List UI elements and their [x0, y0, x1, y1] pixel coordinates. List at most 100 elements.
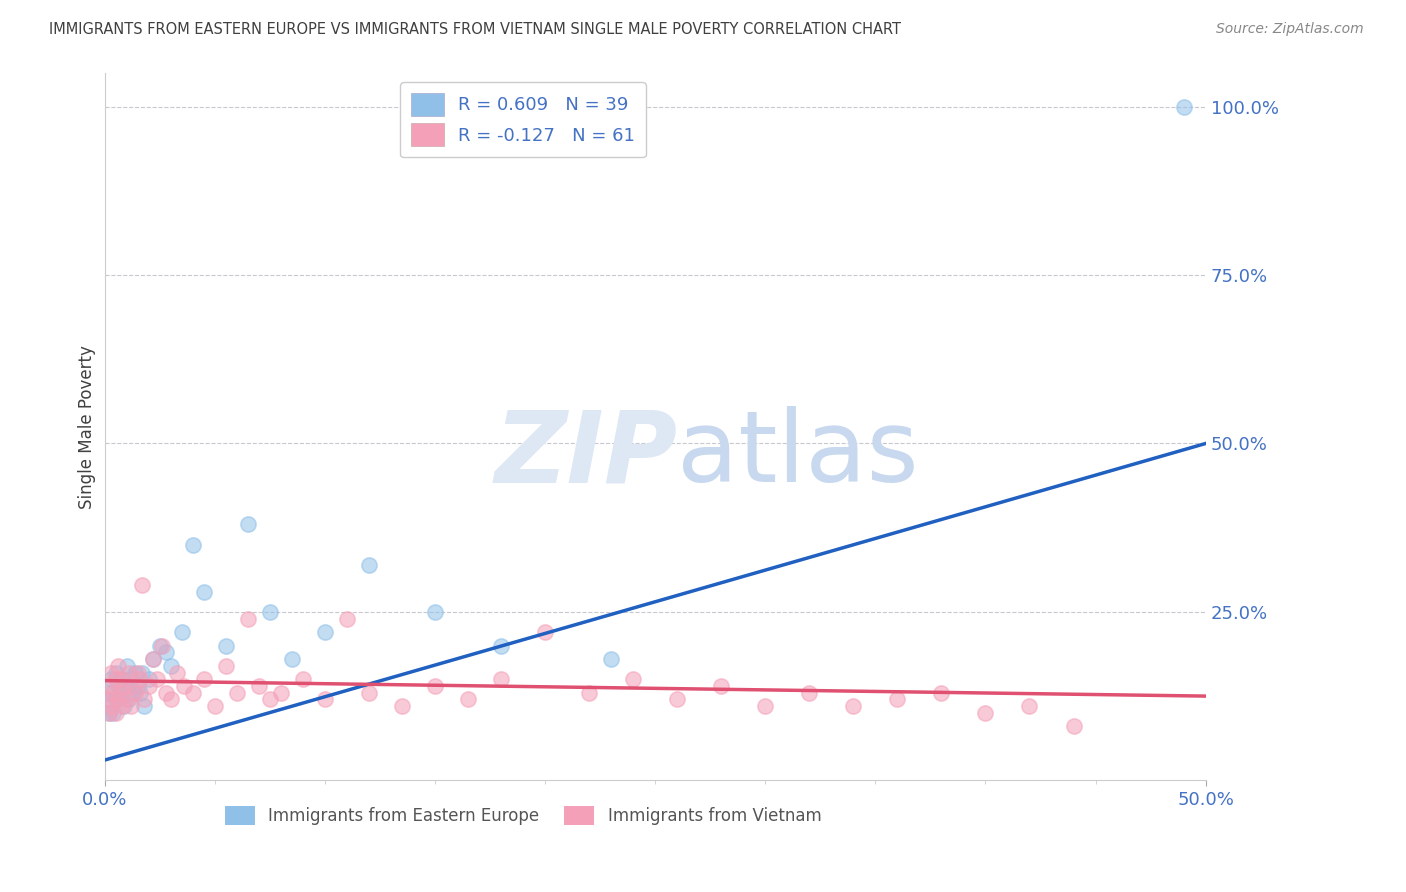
- Point: [215, 639, 238, 653]
- Point: [134, 699, 156, 714]
- Point: [96, 692, 118, 706]
- Point: [155, 686, 177, 700]
- Point: [100, 672, 122, 686]
- Point: [600, 652, 623, 666]
- Point: [173, 679, 195, 693]
- Point: [98, 686, 121, 700]
- Point: [138, 679, 160, 693]
- Point: [931, 686, 953, 700]
- Y-axis label: Single Male Poverty: Single Male Poverty: [79, 344, 96, 508]
- Point: [124, 665, 146, 680]
- Point: [489, 639, 512, 653]
- Point: [138, 672, 160, 686]
- Point: [104, 692, 127, 706]
- Point: [259, 605, 281, 619]
- Point: [155, 645, 177, 659]
- Point: [128, 672, 150, 686]
- Point: [1173, 100, 1195, 114]
- Point: [128, 686, 150, 700]
- Point: [120, 699, 142, 714]
- Point: [107, 692, 129, 706]
- Point: [974, 706, 997, 720]
- Point: [281, 652, 304, 666]
- Point: [120, 672, 142, 686]
- Point: [127, 679, 149, 693]
- Point: [146, 672, 169, 686]
- Point: [131, 665, 153, 680]
- Point: [108, 686, 131, 700]
- Point: [193, 672, 215, 686]
- Point: [134, 692, 156, 706]
- Point: [98, 679, 121, 693]
- Point: [181, 537, 204, 551]
- Point: [107, 658, 129, 673]
- Point: [103, 706, 125, 720]
- Point: [103, 686, 125, 700]
- Point: [104, 706, 127, 720]
- Point: [98, 706, 121, 720]
- Point: [391, 699, 413, 714]
- Point: [122, 679, 145, 693]
- Point: [150, 639, 173, 653]
- Point: [118, 665, 141, 680]
- Point: [149, 639, 172, 653]
- Point: [124, 686, 146, 700]
- Point: [111, 672, 134, 686]
- Point: [357, 558, 380, 572]
- Point: [166, 665, 188, 680]
- Point: [215, 658, 238, 673]
- Point: [842, 699, 865, 714]
- Point: [314, 625, 336, 640]
- Point: [259, 692, 281, 706]
- Point: [104, 665, 127, 680]
- Point: [270, 686, 292, 700]
- Point: [96, 692, 118, 706]
- Point: [181, 686, 204, 700]
- Point: [1063, 719, 1085, 733]
- Point: [104, 672, 127, 686]
- Point: [100, 699, 122, 714]
- Point: [115, 679, 138, 693]
- Text: atlas: atlas: [678, 407, 918, 503]
- Point: [236, 612, 259, 626]
- Point: [1018, 699, 1040, 714]
- Point: [127, 665, 149, 680]
- Point: [122, 686, 145, 700]
- Point: [111, 699, 134, 714]
- Point: [111, 672, 134, 686]
- Point: [193, 584, 215, 599]
- Point: [107, 679, 129, 693]
- Legend: Immigrants from Eastern Europe, Immigrants from Vietnam: Immigrants from Eastern Europe, Immigran…: [225, 805, 821, 825]
- Point: [115, 692, 138, 706]
- Point: [799, 686, 821, 700]
- Point: [489, 672, 512, 686]
- Point: [204, 699, 226, 714]
- Point: [247, 679, 270, 693]
- Point: [534, 625, 557, 640]
- Point: [98, 706, 121, 720]
- Point: [112, 699, 135, 714]
- Point: [100, 665, 122, 680]
- Point: [457, 692, 479, 706]
- Point: [336, 612, 359, 626]
- Point: [170, 625, 193, 640]
- Point: [357, 686, 380, 700]
- Point: [666, 692, 689, 706]
- Text: Source: ZipAtlas.com: Source: ZipAtlas.com: [1216, 22, 1364, 37]
- Text: IMMIGRANTS FROM EASTERN EUROPE VS IMMIGRANTS FROM VIETNAM SINGLE MALE POVERTY CO: IMMIGRANTS FROM EASTERN EUROPE VS IMMIGR…: [49, 22, 901, 37]
- Point: [621, 672, 644, 686]
- Point: [159, 658, 181, 673]
- Point: [112, 679, 135, 693]
- Point: [423, 679, 446, 693]
- Point: [423, 605, 446, 619]
- Point: [142, 652, 165, 666]
- Point: [314, 692, 336, 706]
- Point: [118, 692, 141, 706]
- Point: [108, 686, 131, 700]
- Point: [115, 658, 138, 673]
- Text: ZIP: ZIP: [494, 407, 678, 503]
- Point: [710, 679, 733, 693]
- Point: [142, 652, 165, 666]
- Point: [131, 578, 153, 592]
- Point: [291, 672, 314, 686]
